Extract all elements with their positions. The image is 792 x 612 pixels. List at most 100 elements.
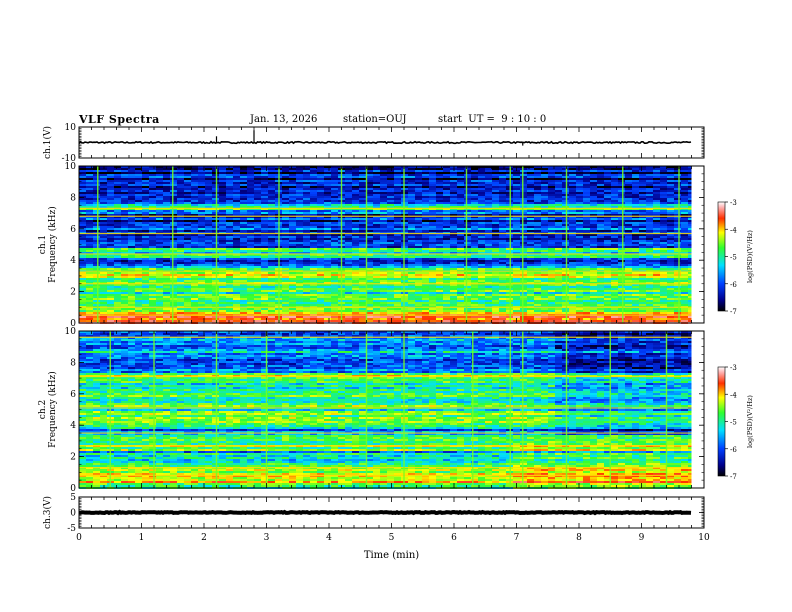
spectrogram-cell (191, 170, 198, 172)
spectrogram-cell (646, 254, 653, 256)
spectrogram-cell (639, 182, 646, 184)
spectrogram-cell (219, 234, 226, 236)
spectrogram-cell (618, 188, 625, 190)
spectrogram-cell (254, 204, 261, 206)
spectrogram-cell (142, 214, 149, 216)
spectrogram-cell (289, 252, 296, 254)
spectrogram-cell (212, 222, 219, 224)
spectrogram-cell (191, 212, 198, 214)
spectrogram-cell (303, 258, 310, 260)
spectrogram-cell (240, 188, 247, 190)
spectrogram-cell (674, 174, 681, 176)
spectrogram-cell (520, 252, 527, 254)
spectrogram-cell (555, 260, 562, 262)
spectrogram-cell (156, 246, 163, 248)
spectrogram-cell (352, 210, 359, 212)
spectrogram-cell (359, 258, 366, 260)
spectrogram-cell (93, 214, 100, 216)
spectrogram-cell (373, 194, 380, 196)
spectrogram-cell (667, 254, 674, 256)
spectrogram-cell (184, 166, 191, 168)
spectrogram-cell (156, 178, 163, 180)
spectrogram-cell (639, 172, 646, 174)
spectrogram-cell (534, 240, 541, 242)
spectrogram-cell (219, 268, 226, 270)
spectrogram-cell (436, 242, 443, 244)
spectrogram-cell (478, 194, 485, 196)
spectrogram-cell (247, 170, 254, 172)
spectrogram-cell (604, 262, 611, 264)
spectrogram-cell (93, 224, 100, 226)
spectrogram-cell (247, 192, 254, 194)
spectrogram-cell (611, 212, 618, 214)
spectrogram-cell (191, 242, 198, 244)
spectrogram-cell (198, 266, 205, 268)
spectrogram-cell (135, 258, 142, 260)
spectrogram-cell (674, 190, 681, 192)
spectrogram-cell (660, 256, 667, 258)
spectrogram-cell (184, 224, 191, 226)
spectrogram-cell (625, 234, 632, 236)
spectrogram-cell (86, 216, 93, 218)
spectrogram-cell (646, 212, 653, 214)
spectrogram-cell (303, 178, 310, 180)
spectrogram-cell (163, 192, 170, 194)
spectrogram-cell (632, 170, 639, 172)
spectrogram-cell (79, 246, 86, 248)
spectrogram-cell (261, 166, 268, 168)
spectrogram-cell (149, 202, 156, 204)
spectrogram-cell (177, 198, 184, 200)
spectrogram-cell (660, 184, 667, 186)
spectrogram-cell (443, 186, 450, 188)
spectrogram-cell (653, 226, 660, 228)
spectrogram-cell (450, 194, 457, 196)
spectrogram-cell (513, 192, 520, 194)
spectrogram-cell (156, 212, 163, 214)
spectrogram-cell (107, 244, 114, 246)
spectrogram-cell (219, 250, 226, 252)
spectrogram-cell (464, 262, 471, 264)
spectrogram-cell (163, 242, 170, 244)
spectrogram-cell (583, 258, 590, 260)
spectrogram-cell (632, 250, 639, 252)
spectrogram-cell (492, 184, 499, 186)
spectrogram-cell (93, 194, 100, 196)
spectrogram-cell (359, 206, 366, 208)
spectrogram-cell (380, 224, 387, 226)
spectrogram-cell (212, 174, 219, 176)
spectrogram-cell (408, 190, 415, 192)
spectrogram-cell (282, 188, 289, 190)
spectrogram-cell (632, 244, 639, 246)
spectrogram-cell (331, 226, 338, 228)
spectrogram-cell (366, 188, 373, 190)
spectrogram-cell (520, 196, 527, 198)
spectrogram-cell (429, 216, 436, 218)
spectrogram-cell (345, 228, 352, 230)
spectrogram-cell (422, 254, 429, 256)
spectrogram-cell (415, 182, 422, 184)
spectrogram-cell (576, 220, 583, 222)
spectrogram-cell (121, 170, 128, 172)
spectrogram-cell (247, 210, 254, 212)
spectrogram-cell (100, 176, 107, 178)
spectrogram-cell (233, 212, 240, 214)
spectrogram-cell (345, 172, 352, 174)
spectrogram-cell (674, 222, 681, 224)
spectrogram-cell (359, 184, 366, 186)
spectrogram-cell (590, 222, 597, 224)
spectrogram-cell (611, 238, 618, 240)
spectrogram-cell (233, 230, 240, 232)
spectrogram-cell (86, 188, 93, 190)
spectrogram-cell (485, 208, 492, 210)
spectrogram-cell (422, 168, 429, 170)
spectrogram-cell (219, 192, 226, 194)
spectrogram-cell (429, 210, 436, 212)
spectrogram-cell (681, 252, 688, 254)
spectrogram-cell (429, 166, 436, 168)
spectrogram-cell (240, 266, 247, 268)
spectrogram-cell (562, 184, 569, 186)
spectrogram-cell (282, 212, 289, 214)
spectrogram-cell (198, 168, 205, 170)
spectrogram-cell (541, 262, 548, 264)
spectrogram-cell (681, 268, 688, 270)
